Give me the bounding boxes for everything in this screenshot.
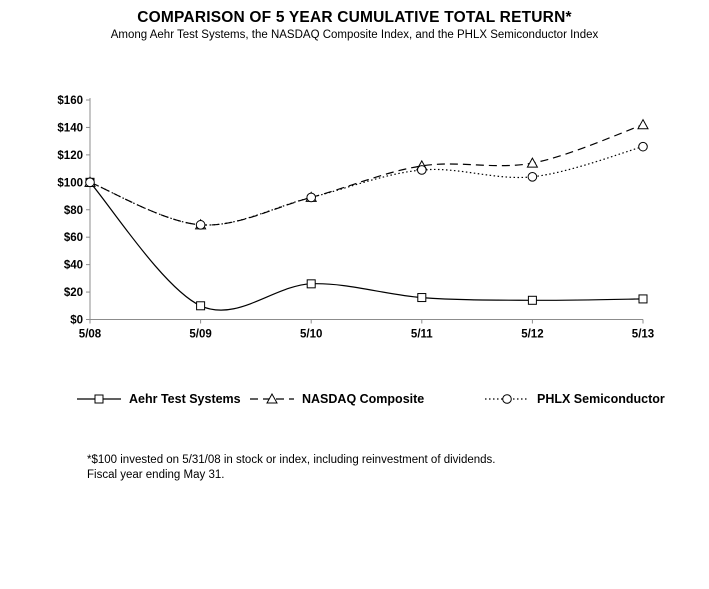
square-marker-icon (638, 294, 648, 304)
series-nasdaq-composite (84, 118, 649, 230)
circle-marker-line-icon (485, 394, 529, 404)
y-tick-label: $0 (70, 315, 83, 327)
legend-item-phlx-semiconductor: PHLX Semiconductor (484, 390, 665, 408)
circle-marker-icon (417, 165, 427, 175)
y-tick-label: $100 (57, 177, 83, 189)
y-tick-label: $80 (64, 205, 83, 217)
footnote-line-1: *$100 invested on 5/31/08 in stock or in… (87, 454, 496, 466)
series-line (89, 124, 644, 226)
series-line (89, 146, 644, 226)
circle-marker-icon (638, 141, 648, 152)
y-tick-label: $60 (64, 232, 83, 244)
series-phlx-semiconductor (85, 141, 648, 230)
chart-subtitle: Among Aehr Test Systems, the NASDAQ Comp… (110, 29, 599, 41)
x-tick-label: 5/09 (189, 329, 211, 341)
y-tick-label: $40 (64, 260, 83, 272)
x-tick-label: 5/10 (300, 329, 322, 341)
axes (89, 98, 643, 320)
chart-title: COMPARISON OF 5 YEAR CUMULATIVE TOTAL RE… (137, 9, 572, 26)
y-tick-label: $20 (64, 287, 83, 299)
square-marker-line-icon (77, 394, 121, 404)
triangle-marker-icon (637, 118, 649, 130)
series-aehr-test-systems (85, 177, 648, 311)
y-axis-ticks: $0 $20 $40 $60 $80 $100 $120 $140 $160 (57, 95, 90, 327)
legend: Aehr Test Systems NASDAQ Composite PHLX … (0, 390, 709, 410)
circle-marker-icon (306, 192, 317, 203)
legend-label: Aehr Test Systems (129, 392, 241, 406)
x-tick-label: 5/08 (79, 329, 102, 341)
circle-marker-icon (527, 172, 538, 182)
x-tick-label: 5/11 (411, 329, 433, 341)
circle-marker-icon (85, 177, 95, 188)
legend-item-nasdaq-composite: NASDAQ Composite (249, 390, 424, 408)
y-tick-label: $120 (57, 150, 83, 162)
legend-label: PHLX Semiconductor (537, 392, 665, 406)
square-marker-icon (527, 295, 537, 305)
y-tick-label: $140 (57, 122, 83, 134)
square-marker-icon (196, 301, 206, 311)
triangle-marker-icon (526, 157, 539, 168)
legend-item-aehr-test-systems: Aehr Test Systems (76, 390, 241, 408)
footnote-line-2: Fiscal year ending May 31. (87, 468, 225, 481)
y-tick-label: $160 (57, 95, 83, 107)
square-marker-icon (306, 279, 316, 289)
triangle-marker-line-icon (250, 392, 294, 404)
series-line (89, 181, 644, 311)
square-marker-icon (417, 293, 427, 303)
legend-label: NASDAQ Composite (302, 392, 425, 406)
x-tick-label: 5/12 (521, 329, 543, 341)
x-axis-ticks: 5/08 5/09 5/10 5/11 5/12 5/13 (79, 319, 654, 341)
x-tick-label: 5/13 (632, 329, 654, 341)
circle-marker-icon (195, 220, 206, 230)
footnote: *$100 invested on 5/31/08 in stock or in… (87, 453, 496, 482)
